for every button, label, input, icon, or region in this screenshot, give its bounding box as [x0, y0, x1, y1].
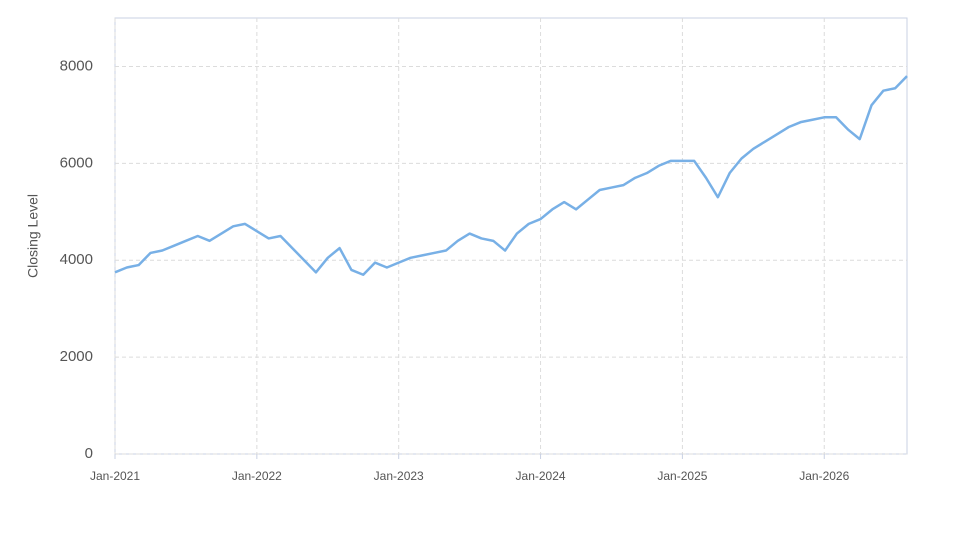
y-tick-label: 4000: [60, 251, 93, 268]
y-tick-label: 6000: [60, 154, 93, 171]
y-tick-label: 0: [85, 445, 93, 462]
x-tick-label: Jan-2026: [799, 469, 849, 483]
line-series: [114, 75, 908, 277]
x-tick-label: Jan-2025: [657, 469, 707, 483]
y-tick-label: 8000: [60, 57, 93, 74]
x-tick-label: Jan-2022: [232, 469, 282, 483]
x-tick-label: Jan-2021: [90, 469, 140, 483]
plot-frame: [114, 17, 908, 455]
x-tick-label: Jan-2024: [516, 469, 566, 483]
y-tick-label: 2000: [60, 348, 93, 365]
y-axis-label: Closing Level: [25, 194, 41, 278]
x-tick-label: Jan-2023: [374, 469, 424, 483]
